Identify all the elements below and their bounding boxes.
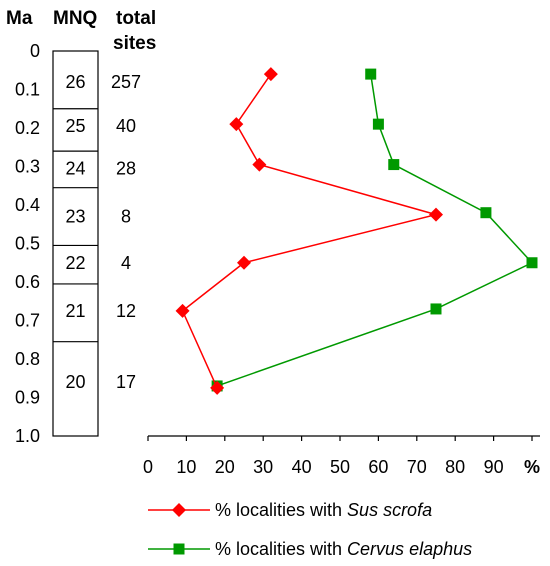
x-tick-label: 40 xyxy=(292,457,312,477)
legend-label: % localities with Sus scrofa xyxy=(215,500,432,520)
y-tick-labels: 0 0.1 0.2 0.3 0.4 0.5 0.6 0.7 0.8 0.9 1.0 xyxy=(15,41,40,446)
series-layer xyxy=(175,67,538,395)
total-sites-header-line2: sites xyxy=(113,33,156,54)
data-point xyxy=(388,159,400,171)
legend-label-prefix: % localities with xyxy=(215,539,347,559)
data-point xyxy=(365,68,377,80)
total-sites-value: 17 xyxy=(116,372,136,392)
legend-marker xyxy=(172,503,186,517)
y-tick-label: 0.3 xyxy=(15,157,40,177)
legend-label: % localities with Cervus elaphus xyxy=(215,539,472,559)
legend-label-species: Sus scrofa xyxy=(347,500,432,520)
data-point xyxy=(480,207,492,219)
data-point xyxy=(210,380,225,395)
x-tick-label: 80 xyxy=(445,457,465,477)
legend-item: % localities with Sus scrofa xyxy=(148,500,432,520)
mnq-zone-label: 24 xyxy=(65,158,85,178)
legend-label-species: Cervus elaphus xyxy=(347,539,472,559)
data-point xyxy=(372,118,384,130)
data-point xyxy=(237,255,251,270)
x-tick-label: 20 xyxy=(215,457,235,477)
data-point xyxy=(229,117,244,132)
legend: % localities with Sus scrofa% localities… xyxy=(148,500,472,559)
total-sites-value: 4 xyxy=(121,253,131,273)
mnq-zone-label: 21 xyxy=(65,301,85,321)
y-tick-label: 0.6 xyxy=(15,272,40,292)
mnq-zone-label: 26 xyxy=(65,72,85,92)
y-tick-label: 0.4 xyxy=(15,195,40,215)
mnq-header: MNQ xyxy=(53,8,97,29)
x-tick-label: 90 xyxy=(484,457,504,477)
data-point xyxy=(526,257,538,269)
mnq-zone-column: 26 257 25 40 24 28 23 8 22 4 21 12 20 17 xyxy=(52,50,141,437)
mnq-zone-label: 25 xyxy=(65,116,85,136)
data-point xyxy=(175,303,190,318)
series-line xyxy=(181,73,439,389)
data-point xyxy=(430,303,442,315)
data-point xyxy=(252,157,267,172)
mnq-zone-label: 22 xyxy=(65,253,85,273)
total-sites-value: 12 xyxy=(116,301,136,321)
mnq-column-box xyxy=(52,50,99,437)
x-tick-label: 10 xyxy=(176,457,196,477)
x-tick-label: 60 xyxy=(368,457,388,477)
legend-marker xyxy=(173,543,185,555)
y-tick-label: 0.9 xyxy=(15,388,40,408)
mnq-zone-label: 20 xyxy=(65,372,85,392)
legend-label-prefix: % localities with xyxy=(215,500,347,520)
x-tick-label: 50 xyxy=(330,457,350,477)
data-point xyxy=(263,67,278,82)
data-point xyxy=(429,207,443,222)
total-sites-value: 40 xyxy=(116,116,136,136)
y-tick-label: 0.7 xyxy=(15,311,40,331)
x-tick-label: 0 xyxy=(143,457,153,477)
series-sus-scrofa xyxy=(175,67,443,395)
y-tick-label: 0 xyxy=(30,41,40,61)
ma-header: Ma xyxy=(6,8,33,29)
x-tick-label: 30 xyxy=(253,457,273,477)
y-tick-label: 0.8 xyxy=(15,349,40,369)
legend-item: % localities with Cervus elaphus xyxy=(148,539,472,559)
x-tick-label: 70 xyxy=(407,457,427,477)
y-tick-label: 0.5 xyxy=(15,234,40,254)
mnq-zone-label: 23 xyxy=(65,207,85,227)
y-tick-label: 1.0 xyxy=(15,426,40,446)
total-sites-value: 257 xyxy=(111,72,141,92)
total-sites-value: 8 xyxy=(121,207,131,227)
y-tick-label: 0.2 xyxy=(15,118,40,138)
total-sites-value: 28 xyxy=(116,158,136,178)
x-axis-unit: % xyxy=(524,457,540,477)
y-tick-label: 0.1 xyxy=(15,80,40,100)
total-sites-header-line1: total xyxy=(116,8,156,29)
x-axis: 0 10 20 30 40 50 60 70 80 90% xyxy=(143,435,540,477)
